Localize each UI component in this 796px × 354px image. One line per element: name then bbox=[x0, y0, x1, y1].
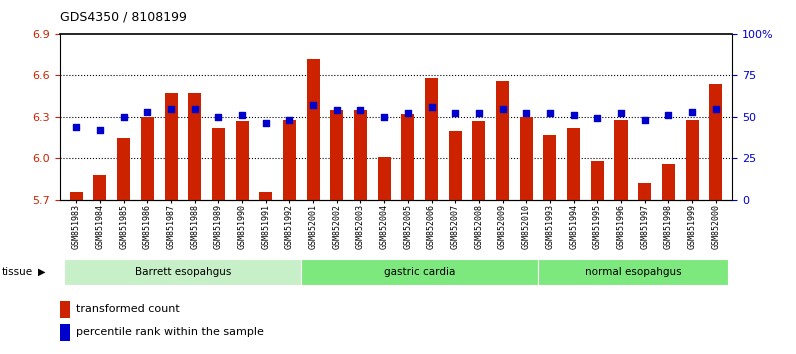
Bar bbox=[591, 161, 604, 200]
Point bbox=[330, 107, 343, 113]
Bar bbox=[685, 120, 699, 200]
Bar bbox=[544, 135, 556, 200]
Point bbox=[615, 111, 627, 116]
Bar bbox=[496, 81, 509, 200]
Bar bbox=[60, 301, 70, 318]
Point bbox=[449, 111, 462, 116]
Point bbox=[591, 116, 603, 121]
Bar bbox=[354, 110, 367, 200]
Point bbox=[568, 112, 580, 118]
Text: normal esopahgus: normal esopahgus bbox=[584, 267, 681, 277]
Point bbox=[165, 105, 178, 111]
Bar bbox=[709, 84, 722, 200]
Bar bbox=[425, 78, 438, 200]
Point bbox=[473, 111, 486, 116]
Point bbox=[662, 112, 675, 118]
Text: tissue: tissue bbox=[2, 267, 33, 277]
Text: transformed count: transformed count bbox=[76, 304, 180, 314]
Point bbox=[685, 109, 698, 115]
Bar bbox=[60, 324, 70, 341]
Text: ▶: ▶ bbox=[38, 267, 45, 277]
Point bbox=[259, 121, 272, 126]
Point bbox=[638, 117, 651, 123]
Point bbox=[496, 105, 509, 111]
Point bbox=[401, 111, 414, 116]
Text: Barrett esopahgus: Barrett esopahgus bbox=[135, 267, 231, 277]
Bar bbox=[567, 128, 580, 200]
Bar bbox=[661, 164, 675, 200]
Bar bbox=[301, 259, 538, 285]
Bar bbox=[520, 117, 533, 200]
Point bbox=[189, 105, 201, 111]
Point bbox=[378, 114, 391, 120]
Bar bbox=[141, 117, 154, 200]
Point bbox=[212, 114, 224, 120]
Bar bbox=[165, 93, 178, 200]
Bar bbox=[377, 157, 391, 200]
Bar bbox=[472, 121, 486, 200]
Bar bbox=[538, 259, 728, 285]
Bar bbox=[188, 93, 201, 200]
Bar bbox=[93, 175, 107, 200]
Point bbox=[283, 117, 296, 123]
Point bbox=[354, 107, 367, 113]
Bar bbox=[70, 192, 83, 200]
Bar bbox=[330, 110, 343, 200]
Text: gastric cardia: gastric cardia bbox=[384, 267, 455, 277]
Point bbox=[425, 104, 438, 110]
Bar bbox=[236, 121, 248, 200]
Bar bbox=[117, 138, 131, 200]
Bar bbox=[638, 183, 651, 200]
Point bbox=[544, 111, 556, 116]
Point bbox=[141, 109, 154, 115]
Bar bbox=[306, 59, 320, 200]
Bar bbox=[212, 128, 225, 200]
Point bbox=[520, 111, 533, 116]
Point bbox=[236, 112, 248, 118]
Point bbox=[94, 127, 107, 133]
Bar bbox=[283, 120, 296, 200]
Text: percentile rank within the sample: percentile rank within the sample bbox=[76, 327, 263, 337]
Bar bbox=[259, 192, 272, 200]
Text: GDS4350 / 8108199: GDS4350 / 8108199 bbox=[60, 11, 186, 24]
Bar bbox=[401, 114, 415, 200]
Bar bbox=[64, 259, 301, 285]
Bar bbox=[449, 131, 462, 200]
Point bbox=[709, 105, 722, 111]
Bar bbox=[615, 120, 627, 200]
Point bbox=[306, 102, 319, 108]
Point bbox=[70, 124, 83, 130]
Point bbox=[117, 114, 130, 120]
